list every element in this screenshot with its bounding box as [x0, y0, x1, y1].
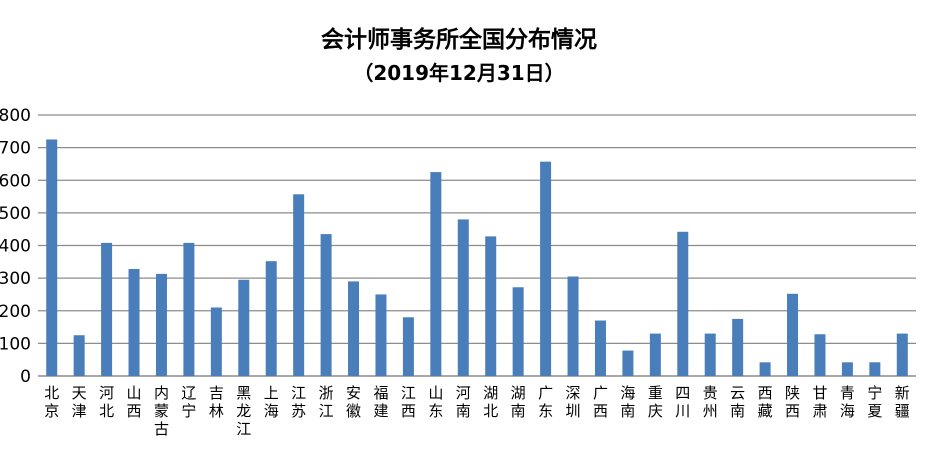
- x-tick-label: 江西: [401, 384, 416, 420]
- x-tick-label: 上海: [264, 384, 279, 420]
- chart-subtitle: （2019年12月31日）: [353, 61, 564, 85]
- bar: [567, 276, 579, 376]
- x-tick-label: 西藏: [758, 384, 773, 420]
- grid-lines: [38, 114, 916, 377]
- x-tick-label: 云南: [730, 384, 745, 420]
- x-tick-label: 天津: [72, 384, 87, 420]
- x-axis-labels: 北京天津河北山西内蒙古辽宁吉林黑龙江上海江苏浙江安徽福建江西山东河南湖北湖南广东…: [44, 384, 910, 438]
- x-tick-label: 北京: [44, 384, 59, 420]
- x-tick-label: 陕西: [785, 384, 800, 420]
- x-tick-label: 河南: [456, 384, 471, 420]
- x-tick-label: 辽宁: [181, 384, 196, 420]
- y-tick-label: 500: [0, 204, 31, 224]
- bar: [183, 242, 195, 376]
- x-tick-label: 吉林: [209, 384, 224, 420]
- x-tick-label: 浙江: [319, 384, 334, 420]
- x-tick-label: 海南: [620, 384, 635, 420]
- bar: [457, 219, 469, 376]
- bar: [704, 333, 716, 376]
- bars: [46, 139, 908, 376]
- x-tick-label: 新疆: [895, 384, 910, 420]
- bar: [210, 307, 222, 376]
- x-tick-label: 湖南: [511, 384, 526, 420]
- x-tick-label: 四川: [675, 384, 690, 420]
- bar: [402, 317, 414, 376]
- bar: [759, 362, 771, 376]
- bar: [622, 350, 634, 376]
- bar: [512, 287, 524, 376]
- bar: [594, 320, 606, 376]
- bar: [841, 362, 853, 376]
- y-tick-label: 100: [0, 334, 31, 354]
- chart-title: 会计师事务所全国分布情况: [321, 26, 597, 53]
- y-tick-label: 0: [20, 367, 31, 387]
- y-tick-label: 400: [0, 237, 31, 257]
- y-tick-label: 800: [0, 106, 31, 126]
- x-tick-label: 黑龙江: [236, 384, 251, 438]
- bar: [320, 234, 332, 376]
- bar: [128, 268, 140, 376]
- bar: [540, 161, 552, 376]
- bar: [732, 318, 744, 376]
- x-tick-label: 重庆: [648, 384, 663, 420]
- y-tick-label: 700: [0, 139, 31, 159]
- y-tick-label: 200: [0, 302, 31, 322]
- bar: [896, 333, 908, 376]
- y-tick-label: 300: [0, 269, 31, 289]
- x-tick-label: 内蒙古: [154, 384, 169, 438]
- bar: [73, 335, 85, 376]
- x-tick-label: 青海: [840, 384, 855, 420]
- x-tick-label: 山东: [428, 384, 443, 420]
- x-tick-label: 福建: [373, 384, 388, 420]
- x-tick-label: 山西: [127, 384, 142, 420]
- bar: [375, 294, 387, 376]
- x-tick-label: 河北: [99, 384, 114, 420]
- x-tick-label: 宁夏: [867, 384, 882, 420]
- bar: [265, 261, 277, 376]
- bar: [46, 139, 58, 376]
- bar: [155, 273, 167, 376]
- bar: [293, 194, 305, 376]
- bar: [649, 333, 661, 376]
- x-tick-label: 广东: [538, 384, 553, 420]
- x-tick-label: 湖北: [483, 384, 498, 420]
- bar: [430, 172, 442, 376]
- y-axis-ticks: 0 100 200 300 400 500 600 700 800: [0, 106, 31, 387]
- x-tick-label: 深圳: [566, 384, 581, 420]
- x-tick-label: 安徽: [346, 384, 361, 420]
- bar: [348, 281, 360, 376]
- y-tick-label: 600: [0, 171, 31, 191]
- x-tick-label: 江苏: [291, 384, 306, 420]
- x-tick-label: 甘肃: [812, 384, 827, 420]
- x-tick-label: 广西: [593, 384, 608, 420]
- bar: [787, 293, 799, 376]
- bar: [238, 279, 250, 376]
- bar: [485, 236, 497, 376]
- x-tick-label: 贵州: [703, 384, 718, 420]
- bar: [814, 334, 826, 376]
- bar: [677, 231, 689, 376]
- bar: [869, 362, 881, 376]
- bar: [101, 242, 113, 376]
